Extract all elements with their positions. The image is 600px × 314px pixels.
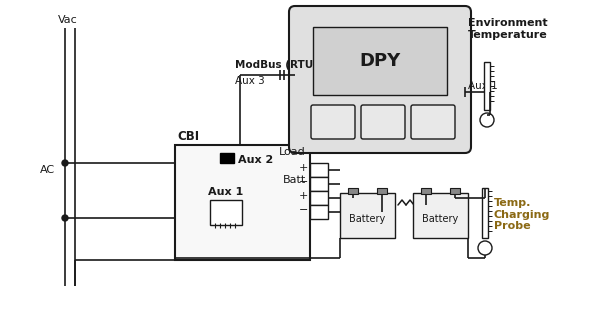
Text: Environment
Temperature: Environment Temperature <box>468 18 548 40</box>
Bar <box>310 191 328 205</box>
Bar <box>310 205 328 219</box>
Text: DPY: DPY <box>359 52 401 70</box>
Bar <box>210 200 242 225</box>
FancyBboxPatch shape <box>289 6 471 153</box>
Bar <box>220 153 234 163</box>
Text: Load: Load <box>279 147 306 157</box>
Bar <box>348 188 358 194</box>
Text: Aux 1: Aux 1 <box>468 81 498 91</box>
Text: AC: AC <box>40 165 55 175</box>
Circle shape <box>62 215 68 221</box>
Text: Aux 3: Aux 3 <box>235 76 265 86</box>
FancyBboxPatch shape <box>311 105 355 139</box>
Text: −: − <box>299 177 308 187</box>
Bar <box>413 193 468 238</box>
Text: Aux 1: Aux 1 <box>208 187 244 197</box>
Text: −: − <box>299 205 308 215</box>
Circle shape <box>480 113 494 127</box>
Circle shape <box>62 160 68 166</box>
Bar <box>313 27 447 95</box>
Text: +: + <box>299 191 308 201</box>
Text: Vac: Vac <box>58 15 78 25</box>
Bar <box>421 188 431 194</box>
FancyBboxPatch shape <box>361 105 405 139</box>
Circle shape <box>478 241 492 255</box>
Text: ModBus (RTU): ModBus (RTU) <box>235 60 318 70</box>
Text: Batt: Batt <box>283 175 306 185</box>
Text: Battery: Battery <box>422 214 458 225</box>
Text: CBI: CBI <box>177 130 199 143</box>
Text: Aux 2: Aux 2 <box>238 155 273 165</box>
Text: Battery: Battery <box>349 214 386 225</box>
Bar <box>175 145 310 260</box>
Bar <box>310 177 328 191</box>
Bar <box>482 188 488 238</box>
Bar <box>310 163 328 177</box>
Bar <box>340 193 395 238</box>
Bar <box>377 188 387 194</box>
Bar <box>484 62 490 110</box>
Text: +: + <box>299 163 308 173</box>
Text: Temp.
Charging
Probe: Temp. Charging Probe <box>494 198 550 231</box>
FancyBboxPatch shape <box>411 105 455 139</box>
Bar <box>450 188 460 194</box>
